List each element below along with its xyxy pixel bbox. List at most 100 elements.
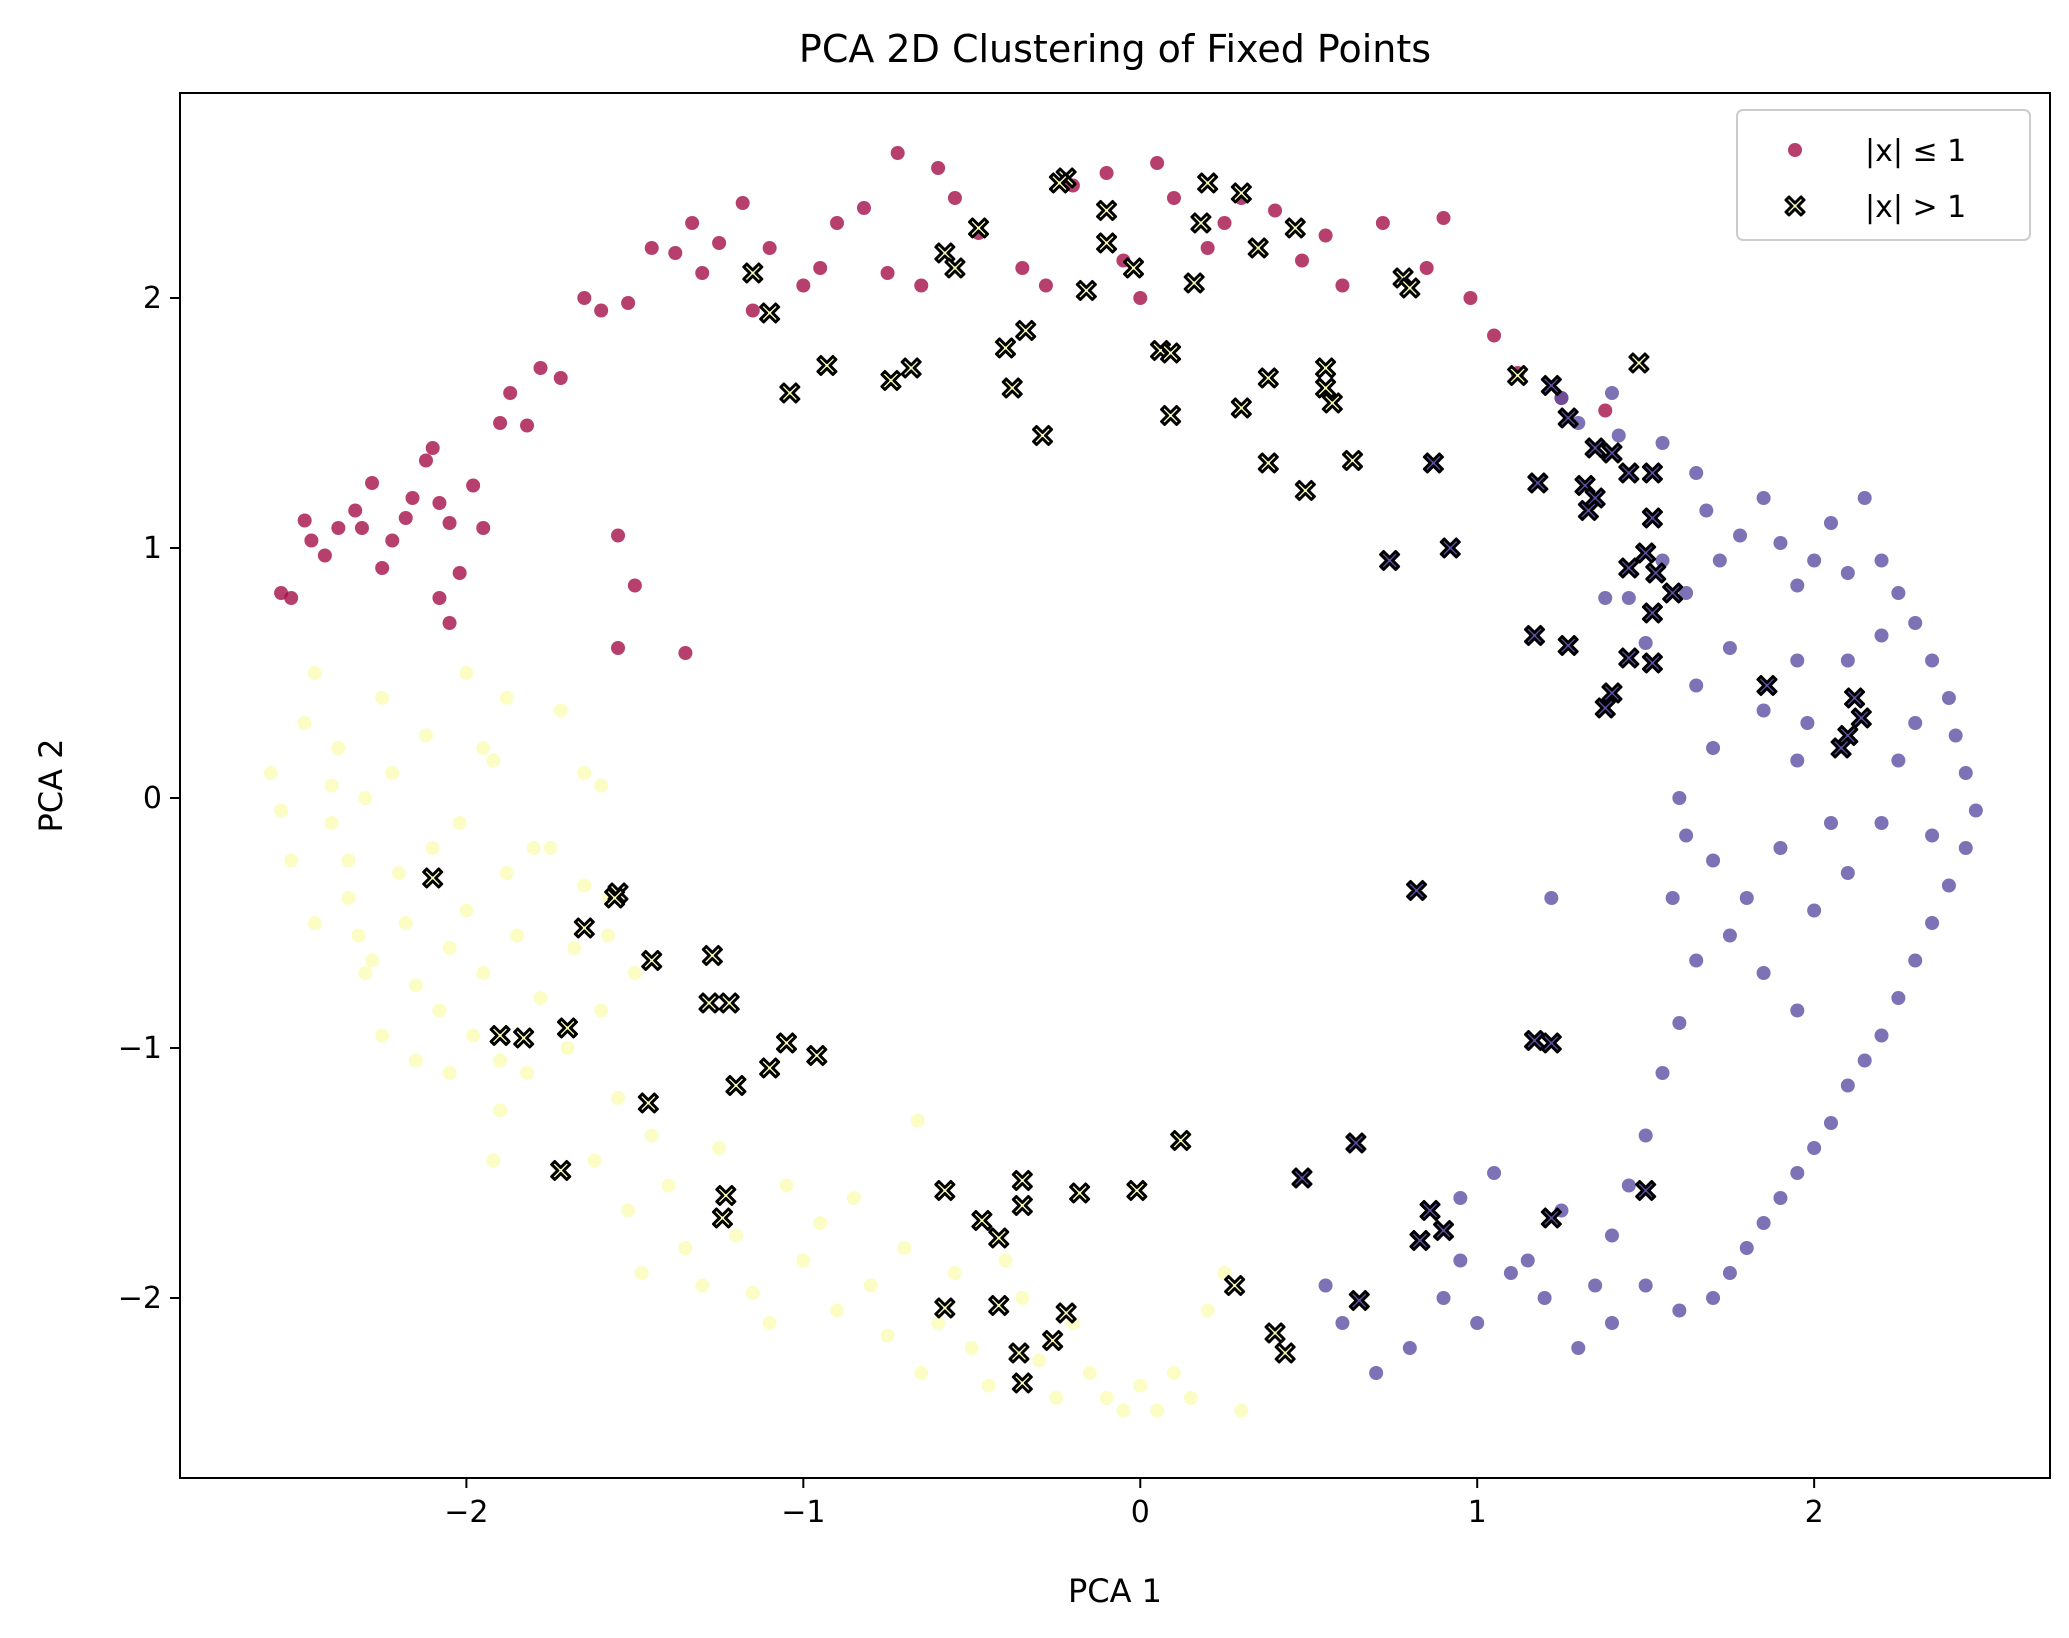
point-s5-76 bbox=[1722, 641, 1737, 655]
point-s0-72 bbox=[1436, 211, 1451, 225]
point-s5-86 bbox=[1790, 653, 1805, 668]
xmarker-s1-27 bbox=[1315, 357, 1337, 379]
legend-label-0: |x| ≤ 1 bbox=[1865, 134, 1966, 169]
xmarker-s3-11 bbox=[775, 1032, 797, 1054]
point-s5-10 bbox=[1790, 578, 1805, 593]
xmarker-s2-36 bbox=[1419, 1200, 1441, 1221]
point-s4-71 bbox=[1133, 1378, 1148, 1393]
y-tick-label-4: 2 bbox=[143, 281, 162, 316]
xmarker-s2-26 bbox=[1844, 687, 1866, 709]
y-tick-label-1: −1 bbox=[118, 1031, 162, 1066]
point-s0-68 bbox=[1200, 241, 1215, 255]
xmarker-s2-20 bbox=[1557, 635, 1579, 656]
point-s5-6 bbox=[1712, 553, 1727, 568]
point-s5-77 bbox=[1689, 678, 1704, 693]
point-s5-3 bbox=[1699, 503, 1714, 518]
point-s5-73 bbox=[1520, 1253, 1535, 1268]
xmarker-s1-24 bbox=[900, 357, 922, 379]
plot-area bbox=[179, 92, 2051, 1479]
xmarker-s1-22 bbox=[1160, 342, 1182, 364]
xmarker-s1-32 bbox=[1230, 397, 1252, 419]
point-s0-49 bbox=[1335, 278, 1350, 293]
point-s4-88 bbox=[358, 966, 373, 980]
point-s0-62 bbox=[442, 616, 457, 630]
point-s0-9 bbox=[375, 561, 390, 575]
xmarker-s1-30 bbox=[1315, 377, 1337, 399]
xmarker-s1-1 bbox=[1048, 172, 1070, 194]
point-s0-18 bbox=[466, 478, 481, 493]
xmarker-s3-5 bbox=[701, 945, 723, 966]
xmarker-s1-7 bbox=[934, 242, 956, 264]
point-s0-44 bbox=[1150, 156, 1165, 170]
point-s5-75 bbox=[1453, 1191, 1468, 1205]
point-s0-12 bbox=[405, 491, 420, 505]
point-s5-78 bbox=[1706, 741, 1721, 755]
xmarker-s2-5 bbox=[1641, 462, 1663, 484]
point-s5-89 bbox=[1638, 636, 1653, 650]
point-s0-20 bbox=[493, 416, 508, 430]
point-s5-94 bbox=[1544, 891, 1559, 905]
point-s0-7 bbox=[354, 521, 369, 535]
point-s5-9 bbox=[1773, 536, 1788, 550]
point-s0-4 bbox=[317, 548, 332, 563]
point-s0-26 bbox=[621, 296, 636, 310]
xmarker-s3-7 bbox=[489, 1025, 511, 1046]
point-s0-60 bbox=[611, 528, 626, 543]
xmarker-s1-18 bbox=[1075, 280, 1097, 301]
point-s5-50 bbox=[1335, 1316, 1350, 1330]
point-s5-43 bbox=[1537, 1291, 1552, 1305]
point-s4-20 bbox=[452, 816, 467, 830]
point-s0-22 bbox=[520, 418, 535, 433]
point-s5-19 bbox=[1941, 691, 1956, 705]
xmarker-s3-27 bbox=[1224, 1275, 1246, 1296]
xmarker-s3-26 bbox=[1011, 1195, 1033, 1216]
xmarker-s3-2 bbox=[604, 887, 626, 909]
point-s5-40 bbox=[1638, 1278, 1653, 1293]
xmarker-s3-23 bbox=[711, 1207, 733, 1229]
point-s4-32 bbox=[560, 1041, 575, 1055]
point-s5-68 bbox=[1638, 1128, 1653, 1143]
point-s4-65 bbox=[1032, 1353, 1047, 1368]
point-s5-15 bbox=[1874, 553, 1889, 568]
point-s0-51 bbox=[1419, 261, 1434, 275]
point-s4-16 bbox=[418, 728, 433, 743]
point-s4-84 bbox=[600, 928, 615, 943]
point-s4-77 bbox=[1234, 1403, 1249, 1418]
y-tick-label-3: 1 bbox=[143, 531, 162, 566]
point-s0-64 bbox=[695, 266, 710, 280]
xmarker-s2-3 bbox=[1601, 442, 1623, 464]
point-s4-86 bbox=[499, 691, 514, 705]
point-s0-67 bbox=[1133, 291, 1148, 305]
point-s0-30 bbox=[712, 236, 727, 250]
point-s5-32 bbox=[1807, 1141, 1822, 1155]
xmarker-s1-17 bbox=[759, 302, 781, 324]
point-s4-40 bbox=[627, 966, 642, 980]
point-s5-24 bbox=[1941, 878, 1956, 893]
point-s4-47 bbox=[728, 1228, 743, 1243]
point-s0-53 bbox=[1487, 328, 1502, 343]
point-s4-62 bbox=[981, 1378, 996, 1393]
point-s4-58 bbox=[914, 1366, 929, 1380]
point-s5-18 bbox=[1925, 653, 1940, 668]
point-s5-42 bbox=[1571, 1341, 1586, 1355]
point-s4-2 bbox=[284, 853, 299, 868]
point-s4-60 bbox=[947, 1266, 962, 1280]
point-s4-22 bbox=[466, 1028, 481, 1043]
xmarker-s3-30 bbox=[1055, 1302, 1077, 1324]
point-s4-85 bbox=[459, 666, 474, 680]
point-s4-64 bbox=[1015, 1291, 1030, 1305]
point-s5-67 bbox=[1655, 1066, 1670, 1080]
point-s4-28 bbox=[520, 1066, 535, 1080]
point-s4-1 bbox=[274, 803, 289, 818]
point-s5-83 bbox=[1925, 828, 1940, 843]
point-s0-8 bbox=[365, 476, 380, 490]
point-s4-39 bbox=[621, 1203, 636, 1218]
point-s0-14 bbox=[425, 441, 440, 455]
xmarker-s1-39 bbox=[1628, 352, 1650, 374]
point-s5-51 bbox=[1318, 1278, 1333, 1293]
xmarker-s2-23 bbox=[1601, 682, 1623, 704]
point-s5-39 bbox=[1672, 1303, 1687, 1318]
point-s5-70 bbox=[1604, 1228, 1619, 1243]
legend-marker-0 bbox=[1788, 143, 1802, 157]
